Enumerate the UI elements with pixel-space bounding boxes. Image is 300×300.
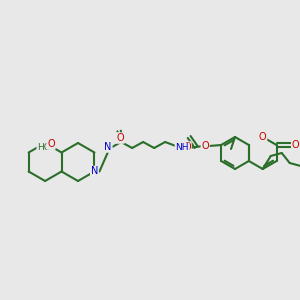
Text: O: O xyxy=(259,132,266,142)
Text: O: O xyxy=(292,140,299,150)
Text: O: O xyxy=(183,142,191,152)
Text: N: N xyxy=(104,142,112,152)
Text: NH: NH xyxy=(176,143,189,152)
Text: O: O xyxy=(201,141,209,151)
Text: N: N xyxy=(91,167,98,176)
Text: O: O xyxy=(116,133,124,143)
Text: O: O xyxy=(47,139,55,149)
Text: HO: HO xyxy=(37,142,51,152)
